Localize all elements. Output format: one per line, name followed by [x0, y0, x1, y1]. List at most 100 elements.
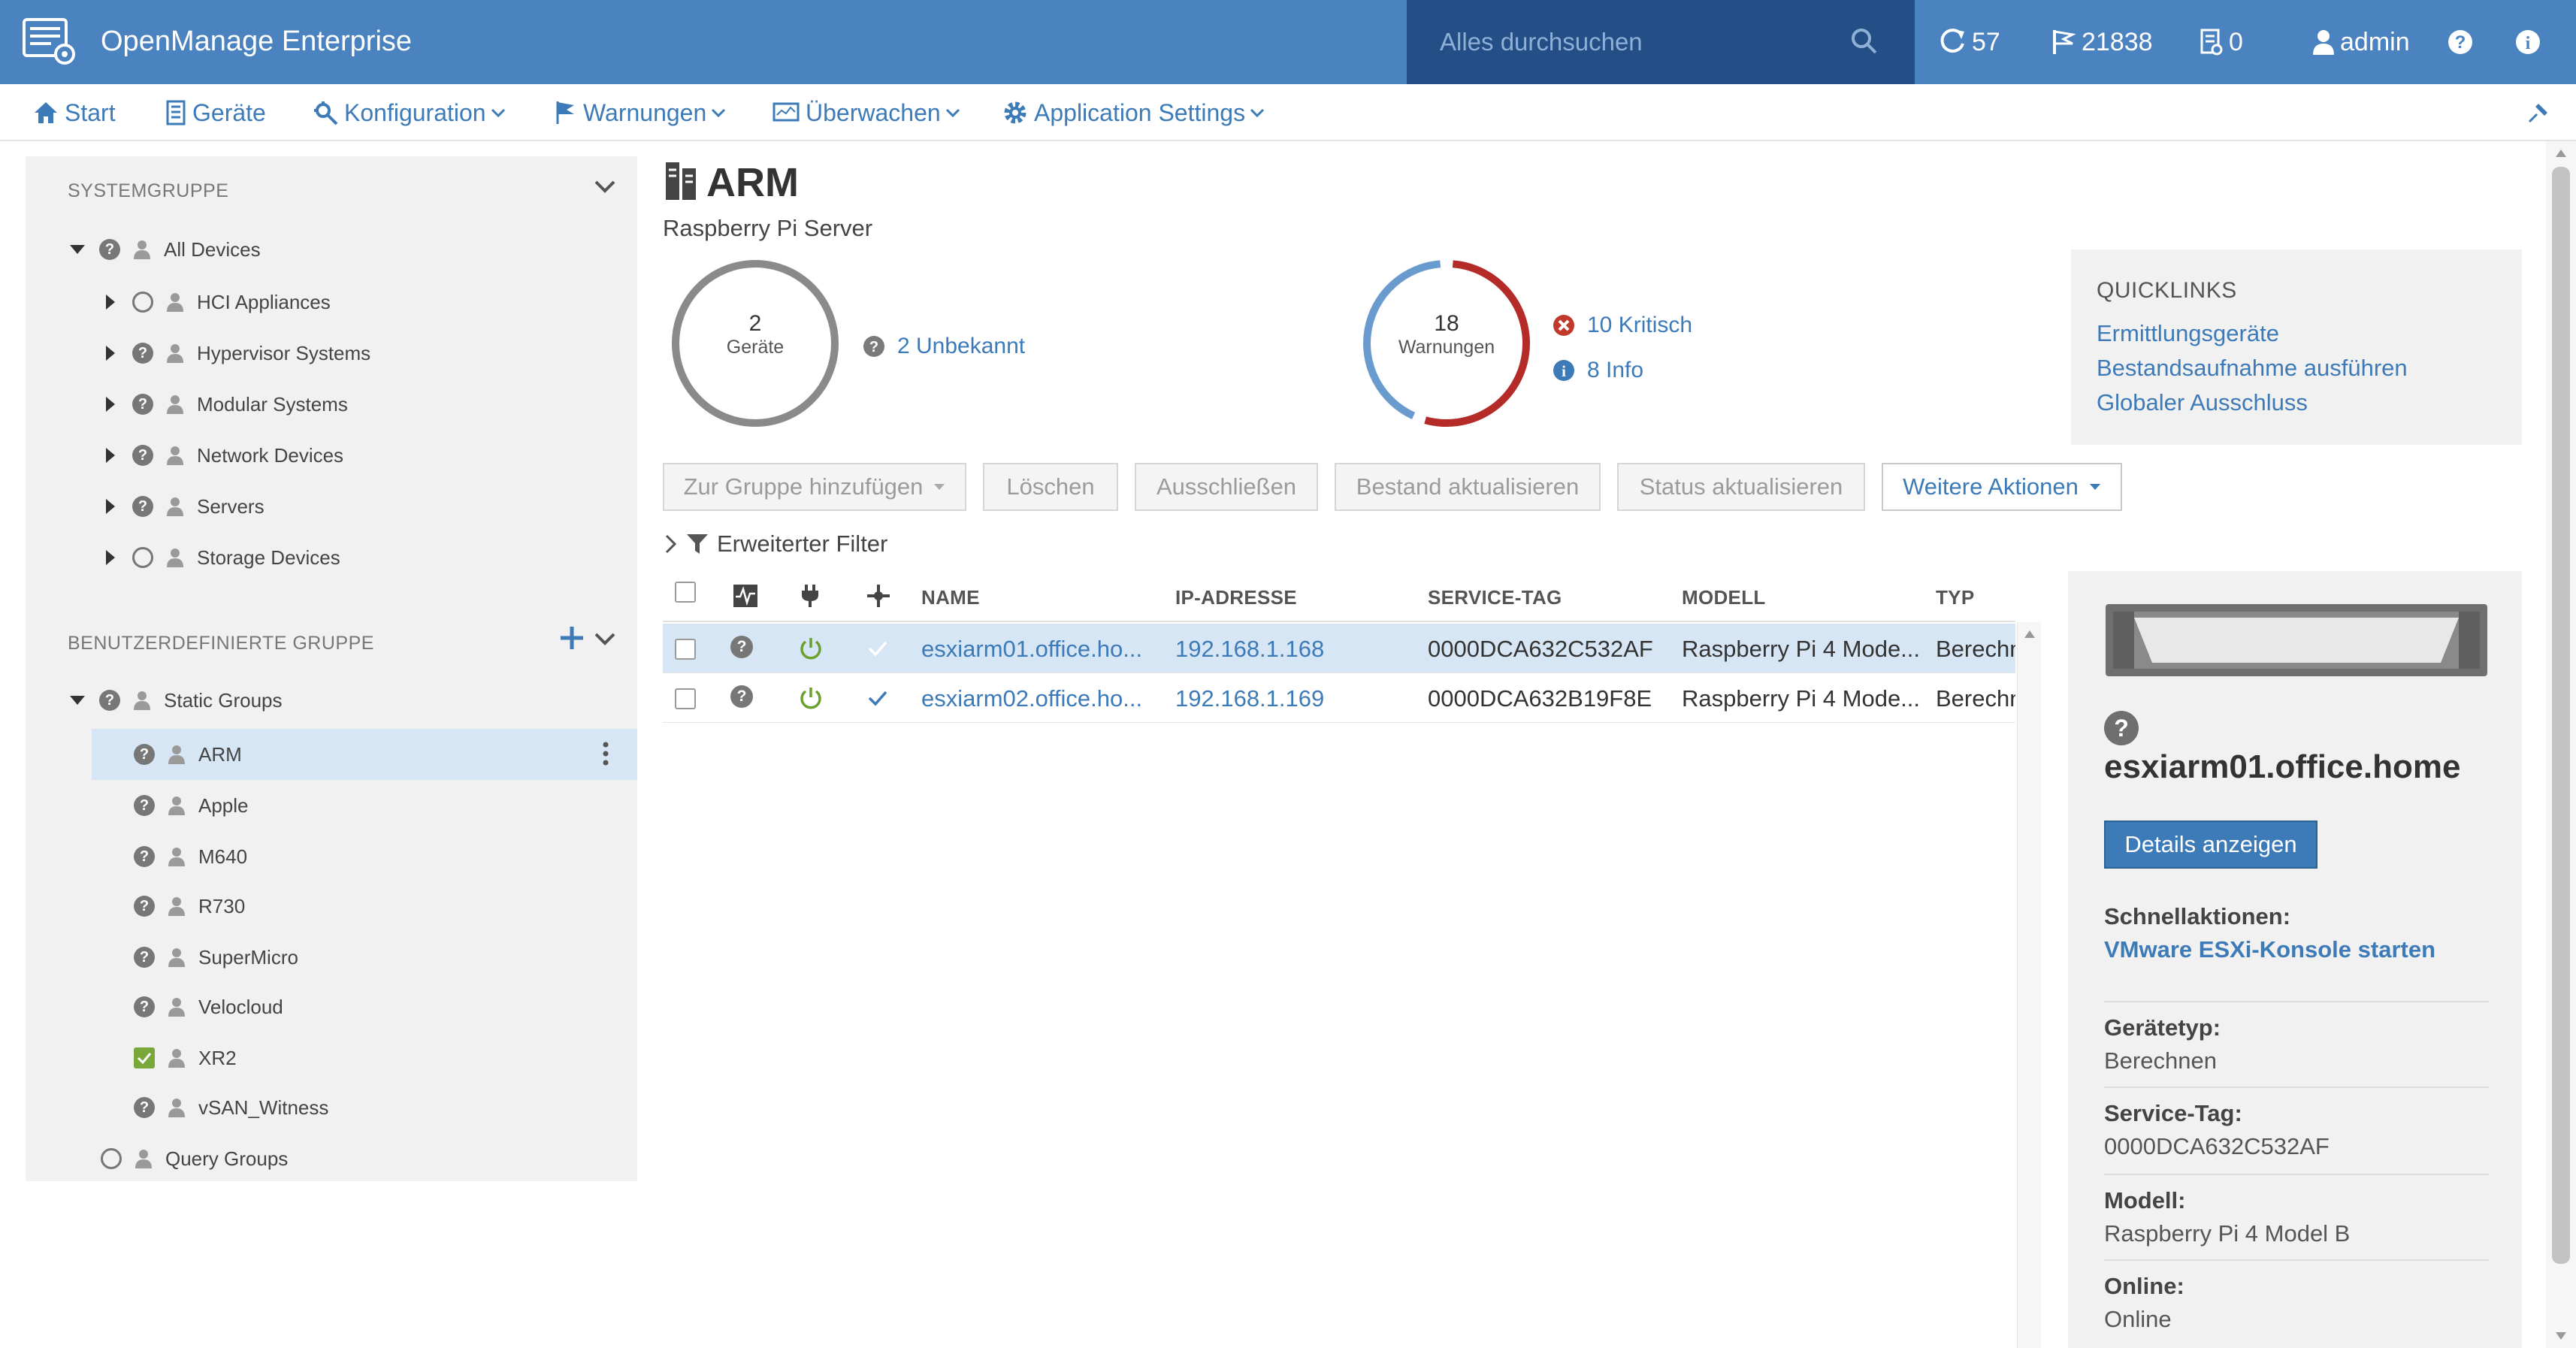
device-name-link[interactable]: esxiarm02.office.ho...: [921, 685, 1143, 712]
column-model[interactable]: MODELL: [1682, 586, 1766, 609]
tree-item-r730[interactable]: ? R730: [26, 881, 637, 932]
kebab-menu-icon[interactable]: [603, 741, 609, 766]
chevron-down-icon[interactable]: [594, 631, 616, 646]
legend-unknown[interactable]: ? 2 Unbekannt: [863, 334, 1025, 359]
column-service-tag[interactable]: SERVICE-TAG: [1428, 586, 1562, 609]
quicklink-global-exclusion[interactable]: Globaler Ausschluss: [2097, 389, 2308, 416]
tree-item-storage-devices[interactable]: Storage Devices: [26, 532, 637, 583]
refresh-inventory-label: Bestand aktualisieren: [1356, 473, 1580, 500]
scroll-down-icon[interactable]: [2555, 1331, 2567, 1340]
legend-critical[interactable]: 10 Kritisch: [1553, 313, 1692, 338]
caret-right-icon[interactable]: [101, 394, 120, 414]
page-scrollbar[interactable]: [2546, 141, 2576, 1348]
power-on-icon: [800, 638, 821, 660]
tree-item-velocloud[interactable]: ? Velocloud: [26, 981, 637, 1032]
nav-application-settings[interactable]: Application Settings: [1002, 95, 1265, 131]
power-plug-icon[interactable]: [800, 583, 821, 609]
quicklink-discovery[interactable]: Ermittlungsgeräte: [2097, 320, 2279, 346]
search-input[interactable]: [1440, 23, 1831, 62]
refresh-inventory-button[interactable]: Bestand aktualisieren: [1335, 463, 1601, 511]
scrollbar-thumb[interactable]: [2552, 167, 2570, 1264]
health-icon[interactable]: [732, 583, 759, 609]
more-actions-button[interactable]: Weitere Aktionen: [1882, 463, 2122, 511]
user-icon: [134, 240, 150, 259]
status-unknown-icon: ?: [863, 336, 884, 357]
delete-button[interactable]: Löschen: [983, 463, 1118, 511]
row-checkbox[interactable]: [675, 688, 696, 709]
quicklink-run-inventory[interactable]: Bestandsaufnahme ausführen: [2097, 355, 2408, 381]
refresh-status-button[interactable]: Status aktualisieren: [1617, 463, 1865, 511]
nav-configuration-label: Konfiguration: [344, 98, 486, 126]
scroll-up-icon[interactable]: [2555, 149, 2567, 158]
tree-item-hypervisor-systems[interactable]: ? Hypervisor Systems: [26, 328, 637, 379]
view-details-button[interactable]: Details anzeigen: [2104, 821, 2317, 869]
legend-unknown-label: 2 Unbekannt: [897, 334, 1026, 358]
user-icon: [134, 691, 150, 710]
alerts-indicator[interactable]: 21838: [2051, 0, 2153, 84]
exclude-button[interactable]: Ausschließen: [1135, 463, 1318, 511]
global-search: [1407, 0, 1915, 84]
nav-monitor[interactable]: Überwachen: [772, 95, 960, 131]
tree-item-static-groups[interactable]: ? Static Groups: [26, 675, 637, 726]
group-tree-sidebar: SYSTEMGRUPPE ? All Devices HCI Appliance…: [26, 156, 637, 1181]
tree-item-xr2[interactable]: XR2: [26, 1032, 637, 1084]
launch-esxi-console-link[interactable]: VMware ESXi-Konsole starten: [2104, 936, 2436, 963]
nav-devices[interactable]: Geräte: [165, 95, 266, 131]
caret-down-icon[interactable]: [68, 691, 87, 710]
device-ip-link[interactable]: 192.168.1.169: [1175, 685, 1325, 712]
tree-item-modular-systems[interactable]: ? Modular Systems: [26, 379, 637, 430]
row-checkbox[interactable]: [675, 639, 696, 660]
chevron-down-icon[interactable]: [594, 179, 616, 194]
column-ip[interactable]: IP-ADRESSE: [1175, 586, 1297, 609]
add-to-group-button[interactable]: Zur Gruppe hinzufügen: [663, 463, 966, 511]
pin-icon[interactable]: [2526, 101, 2550, 125]
tree-item-servers[interactable]: ? Servers: [26, 481, 637, 532]
tree-item-query-groups[interactable]: Query Groups: [26, 1133, 637, 1184]
advanced-filter-toggle[interactable]: Erweiterter Filter: [664, 526, 887, 562]
table-row[interactable]: ? esxiarm01.office.ho... 192.168.1.168 0…: [663, 624, 2015, 673]
power-on-icon: [800, 688, 821, 709]
device-health-donut[interactable]: [670, 258, 840, 428]
device-name-link[interactable]: esxiarm01.office.ho...: [921, 636, 1143, 662]
add-group-icon[interactable]: [559, 625, 585, 651]
model-label: Modell:: [2104, 1187, 2186, 1214]
info-icon[interactable]: i: [2514, 0, 2547, 84]
table-scrollbar[interactable]: [2017, 622, 2041, 1348]
select-all-checkbox[interactable]: [675, 582, 696, 603]
nav-configuration[interactable]: Konfiguration: [313, 95, 506, 131]
user-menu[interactable]: admin: [2313, 0, 2410, 84]
add-to-group-label: Zur Gruppe hinzufügen: [683, 473, 924, 500]
caret-right-icon[interactable]: [101, 497, 120, 516]
nav-alerts[interactable]: Warnungen: [555, 95, 726, 131]
column-type[interactable]: TYP: [1936, 586, 1975, 609]
caret-right-icon[interactable]: [101, 343, 120, 363]
tree-item-hci-appliances[interactable]: HCI Appliances: [26, 277, 637, 328]
device-ip-link[interactable]: 192.168.1.168: [1175, 636, 1325, 662]
user-icon: [135, 1150, 152, 1168]
column-name[interactable]: NAME: [921, 586, 980, 609]
connection-icon[interactable]: [866, 583, 891, 609]
tickets-indicator[interactable]: 0: [2200, 0, 2243, 84]
tree-item-label: vSAN_Witness: [198, 1096, 329, 1119]
tree-item-apple[interactable]: ? Apple: [26, 780, 637, 831]
search-icon[interactable]: [1850, 27, 1879, 56]
caret-down-icon[interactable]: [68, 240, 87, 259]
help-icon[interactable]: ?: [2447, 0, 2480, 84]
alerts-donut[interactable]: [1362, 258, 1531, 428]
jobs-indicator[interactable]: 57: [1939, 0, 2000, 84]
tree-item-all-devices[interactable]: ? All Devices: [26, 224, 637, 275]
table-row[interactable]: ? esxiarm02.office.ho... 192.168.1.169 0…: [663, 673, 2015, 723]
tree-item-vsan-witness[interactable]: ? vSAN_Witness: [26, 1082, 637, 1133]
scroll-up-icon[interactable]: [2024, 630, 2036, 639]
legend-info[interactable]: i 8 Info: [1553, 358, 1643, 383]
tree-item-m640[interactable]: ? M640: [26, 831, 637, 882]
caret-right-icon[interactable]: [101, 446, 120, 465]
device-service-tag: 0000DCA632C532AF: [1428, 636, 1653, 662]
tree-item-network-devices[interactable]: ? Network Devices: [26, 430, 637, 481]
tree-item-supermicro[interactable]: ? SuperMicro: [26, 932, 637, 983]
caret-right-icon[interactable]: [101, 292, 120, 312]
nav-start[interactable]: Start: [33, 95, 116, 131]
tree-item-arm[interactable]: ? ARM: [92, 729, 637, 780]
caret-right-icon[interactable]: [101, 548, 120, 567]
user-icon: [167, 446, 183, 465]
